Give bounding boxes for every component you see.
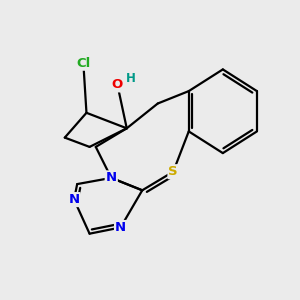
Text: N: N [68,193,80,206]
Text: O: O [112,78,123,92]
Text: Cl: Cl [76,57,91,70]
Text: S: S [168,165,178,178]
Text: H: H [125,72,135,85]
Text: N: N [115,221,126,234]
Text: N: N [106,171,117,184]
